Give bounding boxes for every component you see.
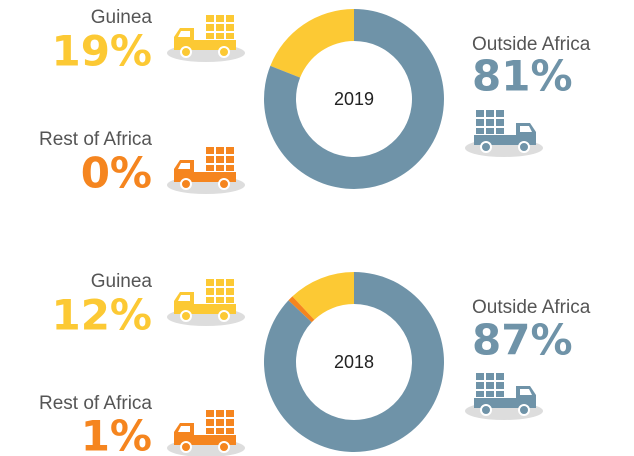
value-label: 0% — [81, 149, 152, 198]
category-label: Rest of Africa — [39, 393, 152, 414]
value-label: 81% — [472, 52, 573, 101]
donut-slice — [288, 296, 315, 323]
value-label: 12% — [51, 291, 152, 340]
category-label: Guinea — [91, 7, 153, 28]
truck-icon — [166, 409, 246, 456]
truck-icon — [463, 108, 545, 158]
category-label: Outside Africa — [472, 34, 591, 55]
category-label: Outside Africa — [472, 297, 591, 318]
value-label: 1% — [81, 412, 152, 456]
category-label: Guinea — [91, 271, 153, 292]
donut-slice — [270, 9, 354, 78]
truck-icon — [166, 146, 246, 195]
category-label: Rest of Africa — [39, 129, 152, 150]
value-label: 19% — [51, 27, 152, 76]
truck-icon — [166, 14, 246, 63]
truck-icon — [166, 278, 246, 327]
donut-slice — [292, 272, 354, 320]
donut-slice — [264, 9, 445, 189]
donut-slice — [264, 272, 445, 453]
year-label: 2018 — [334, 352, 374, 372]
truck-icon — [463, 371, 545, 421]
value-label: 87% — [472, 316, 573, 365]
year-label: 2019 — [334, 89, 374, 109]
